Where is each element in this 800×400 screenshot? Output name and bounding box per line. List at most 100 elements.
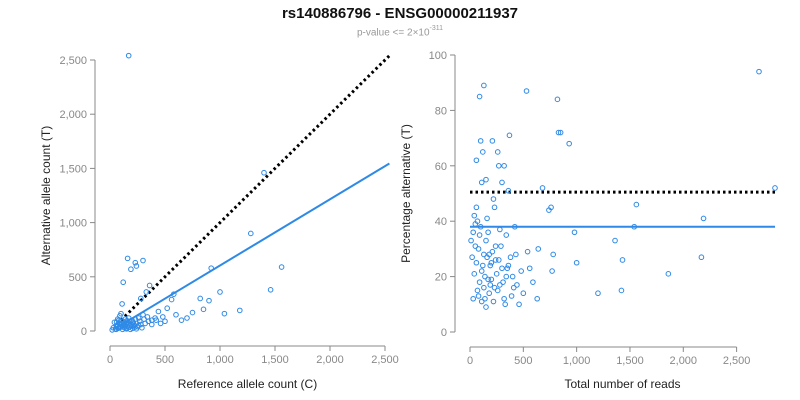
data-point: [474, 287, 481, 294]
data-point: [612, 237, 618, 244]
data-point: [171, 291, 177, 297]
data-point: [481, 82, 487, 89]
y-tick-label: 1,500: [59, 163, 87, 175]
data-point: [511, 223, 518, 230]
data-point: [153, 317, 159, 323]
data-point: [488, 259, 495, 266]
x-tick-label: 2,500: [371, 354, 399, 366]
data-point: [278, 264, 285, 270]
data-point: [494, 149, 501, 155]
data-point: [217, 289, 223, 295]
data-point: [483, 176, 489, 183]
data-point: [173, 311, 179, 318]
data-point: [248, 230, 254, 237]
data-point: [470, 295, 476, 302]
data-point: [487, 282, 494, 288]
data-point: [495, 257, 502, 263]
data-point: [518, 268, 524, 274]
data-point: [484, 215, 490, 222]
data-point: [497, 226, 503, 233]
data-point: [633, 201, 640, 208]
x-tick-label: 1,000: [206, 354, 234, 366]
data-point: [509, 273, 516, 280]
data-point: [507, 254, 514, 261]
y-tick-label: 80: [435, 105, 447, 117]
y-tick-label: 20: [435, 272, 447, 284]
data-point: [135, 322, 142, 329]
data-point: [494, 287, 501, 294]
fit-line: [116, 162, 390, 329]
y-tick-label: 0: [81, 326, 87, 338]
data-point: [491, 204, 498, 211]
data-point: [483, 304, 489, 310]
data-point: [208, 265, 214, 271]
data-point: [665, 271, 672, 277]
x-tick-label: 2,000: [670, 355, 698, 367]
y-axis-label: Alternative allele count (T): [39, 126, 53, 265]
data-point: [469, 254, 475, 261]
data-point: [495, 163, 502, 169]
data-point: [500, 279, 506, 285]
data-point: [140, 257, 146, 264]
data-point: [145, 318, 152, 325]
data-point: [772, 185, 778, 191]
data-point: [143, 289, 150, 295]
y-tick-label: 1,000: [59, 218, 87, 230]
data-point: [475, 246, 482, 252]
data-point: [164, 305, 170, 312]
data-point: [499, 265, 505, 272]
data-point: [481, 284, 487, 291]
data-point: [557, 129, 564, 136]
data-point: [513, 251, 519, 258]
y-tick-label: 2,000: [59, 109, 87, 121]
data-point: [490, 196, 497, 202]
data-point: [481, 251, 487, 258]
data-point: [478, 179, 485, 186]
plot-panel-2: 0 500 1,000 1,500 2,000 2,500 0 20 40 60 80 100 Tota…: [399, 50, 778, 391]
data-point: [109, 327, 115, 333]
data-point: [149, 321, 155, 328]
y-axis-label: Percentage alternative (T): [399, 124, 413, 263]
data-point: [206, 297, 212, 304]
data-point: [473, 259, 480, 266]
data-point: [498, 243, 504, 249]
data-point: [530, 279, 536, 285]
data-point: [478, 298, 485, 305]
data-point: [501, 163, 507, 169]
x-tick-label: 1,500: [616, 355, 644, 367]
data-point: [503, 273, 510, 280]
data-point: [473, 204, 480, 211]
data-point: [146, 282, 153, 289]
y-tick-label: 500: [69, 272, 87, 284]
data-point: [520, 290, 527, 297]
data-point: [506, 132, 513, 139]
data-point: [497, 282, 503, 288]
y-tick-label: 40: [435, 216, 447, 228]
data-point: [499, 179, 505, 186]
data-point: [491, 284, 498, 291]
x-tick-label: 0: [107, 354, 113, 366]
reference-line: [119, 54, 391, 322]
data-point: [477, 138, 484, 144]
data-point: [160, 314, 166, 320]
data-point: [618, 287, 625, 294]
data-point: [475, 293, 482, 299]
data-point: [619, 257, 626, 263]
data-point: [138, 295, 144, 302]
data-point: [523, 88, 530, 94]
data-point: [534, 295, 540, 302]
data-point: [485, 276, 491, 283]
data-point: [472, 243, 479, 249]
data-point: [237, 307, 243, 314]
data-point: [189, 309, 196, 316]
data-point: [124, 255, 131, 262]
x-axis-label: Reference allele count (C): [178, 377, 317, 391]
y-tick-label: 0: [441, 327, 447, 339]
data-point: [124, 317, 130, 324]
data-point: [493, 271, 500, 277]
data-point: [168, 296, 175, 303]
data-point: [479, 149, 486, 155]
x-tick-label: 1,500: [261, 354, 289, 366]
y-tick-label: 60: [435, 161, 447, 173]
